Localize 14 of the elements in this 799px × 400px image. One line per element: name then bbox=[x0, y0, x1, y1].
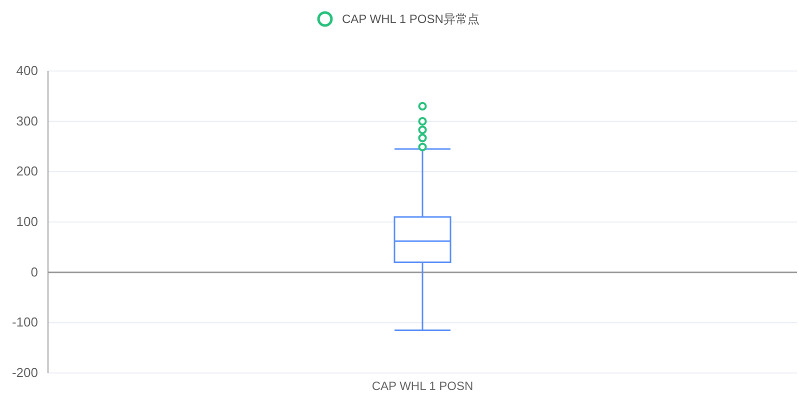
point bbox=[418, 134, 427, 142]
point bbox=[418, 142, 427, 152]
point bbox=[418, 117, 427, 126]
point bbox=[418, 126, 427, 134]
y-tick-label: -100 bbox=[12, 314, 38, 330]
legend-label: CAP WHL 1 POSN异常点 bbox=[342, 12, 480, 26]
y-tick-label: -200 bbox=[12, 365, 38, 380]
x-tick-label: CAP WHL 1 POSN bbox=[372, 379, 474, 393]
y-tick-label: 300 bbox=[16, 113, 38, 128]
point bbox=[418, 102, 427, 111]
y-tick-label: 200 bbox=[16, 164, 38, 179]
y-tick-label: 400 bbox=[16, 63, 38, 78]
y-tick-label: 0 bbox=[30, 264, 38, 280]
y-tick-label: 100 bbox=[16, 214, 38, 229]
